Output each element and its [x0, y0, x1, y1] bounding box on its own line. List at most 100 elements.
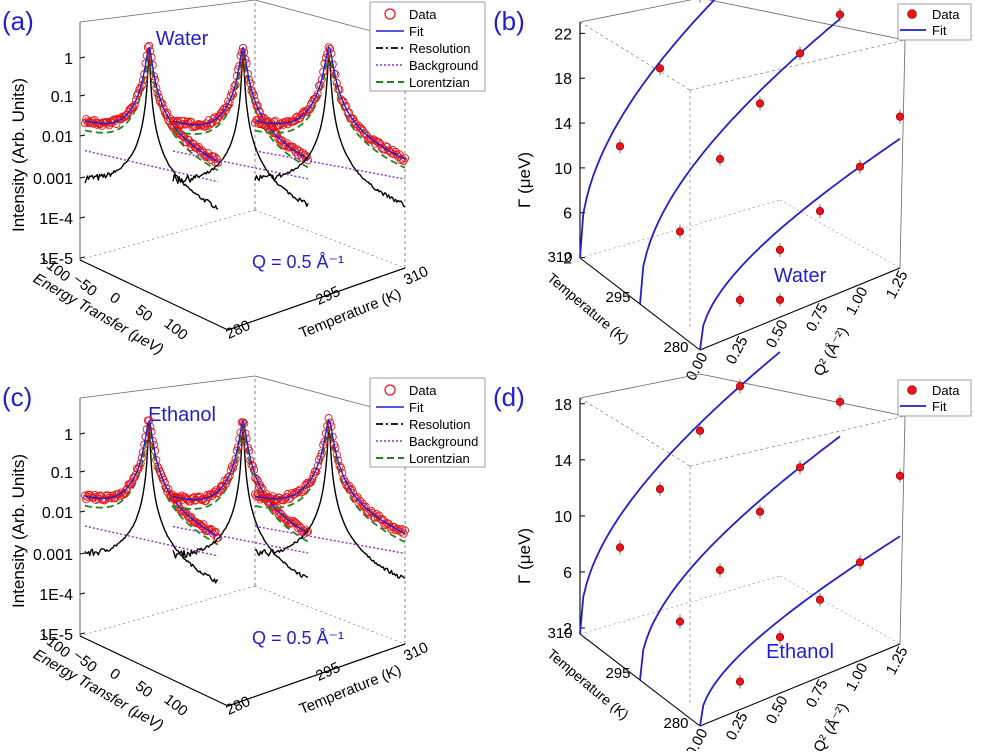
data-point	[122, 486, 131, 495]
series-310K	[579, 0, 716, 259]
y-tick-label: 14	[554, 116, 572, 133]
data-point	[305, 105, 314, 114]
data-point	[354, 121, 363, 130]
panel-label: (d)	[493, 382, 525, 412]
resolution-line	[254, 426, 406, 579]
data-point	[257, 483, 266, 492]
data-point	[304, 479, 313, 489]
legend-box	[369, 1, 486, 92]
y-tick-mark	[79, 94, 86, 97]
legend-data-marker	[907, 385, 917, 395]
data-point	[755, 507, 765, 516]
energy-tick-label: 0	[106, 289, 123, 308]
data-point	[392, 150, 401, 159]
data-point	[194, 493, 203, 502]
data-point	[157, 470, 166, 479]
resolution-line	[84, 424, 219, 584]
frame-edge	[699, 373, 906, 417]
temperature-tick-label: 310	[547, 249, 572, 266]
series-280K	[699, 468, 905, 727]
q-label: Q = 0.5 Å⁻¹	[252, 628, 344, 648]
data-point	[226, 466, 235, 475]
sample-label: Water	[774, 265, 827, 287]
data-point	[195, 519, 204, 529]
panel-label: (b)	[493, 6, 525, 36]
legend-label: Fit	[409, 400, 424, 415]
background-line	[254, 150, 406, 180]
data-point	[675, 617, 685, 626]
data-point	[308, 97, 317, 106]
temperature-tick-label: 280	[663, 339, 688, 356]
y-tick-label: 0.1	[51, 89, 73, 106]
panel-label: (c)	[2, 382, 32, 412]
data-point	[283, 120, 292, 129]
sample-label: Water	[156, 28, 209, 50]
y-axis-label: Γ (μeV)	[515, 152, 534, 208]
data-point	[183, 511, 192, 521]
legend: Data Fit Resolution Background Lorentzian	[369, 1, 486, 92]
data-point	[735, 295, 745, 305]
data-point	[269, 502, 278, 511]
data-point	[325, 44, 335, 53]
temperature-axis-label: Temperature (K)	[544, 646, 632, 723]
data-point	[131, 470, 140, 479]
data-point	[161, 110, 171, 119]
temperature-tick-label: 280	[223, 317, 253, 343]
data-point	[130, 101, 139, 110]
frame-edge	[254, 209, 406, 269]
y-tick-mark	[79, 56, 86, 59]
legend-label: Fit	[409, 24, 424, 39]
data-point	[280, 514, 289, 523]
y-tick-mark	[79, 470, 86, 473]
data-point	[795, 463, 805, 472]
y-tick-label: 10	[554, 509, 572, 526]
panel-label: (a)	[2, 6, 34, 36]
lorentzian-line	[172, 427, 309, 543]
legend-label: Fit	[932, 23, 947, 38]
data-point	[253, 476, 262, 485]
data-point	[355, 496, 365, 505]
data-point	[735, 677, 745, 686]
temperature-tick-label: 295	[313, 659, 343, 685]
data-point	[128, 102, 137, 111]
data-point	[354, 498, 363, 507]
panel-a: (a) 1 0.1 0.01 0.001 1E-4 1E-5 Intensity (Arb. …	[2, 0, 486, 358]
y-tick-label: 18	[554, 397, 572, 414]
legend-data-marker	[907, 9, 917, 19]
series-310K	[579, 292, 785, 635]
data-point	[252, 475, 261, 484]
legend-label: Data	[932, 383, 960, 398]
data-point	[238, 43, 248, 52]
temperature-axis-label: Temperature (K)	[544, 270, 632, 347]
y-tick-mark	[79, 134, 86, 137]
data-point	[253, 116, 262, 125]
y-tick-mark	[79, 216, 86, 219]
data-point	[815, 595, 825, 604]
data-point	[289, 490, 298, 499]
panel-b: (b) 2 6 10 14 18 22 Γ (μeV) 280 295 310 Temperature…	[493, 0, 972, 384]
spectrum-280K	[80, 416, 223, 584]
series-280K	[699, 109, 905, 351]
data-point	[855, 558, 865, 567]
y-tick-label: 6	[563, 206, 572, 223]
temperature-tick-label: 295	[605, 665, 630, 682]
energy-tick-label: 100	[161, 315, 191, 344]
data-point	[158, 473, 167, 482]
fit-curve	[639, 435, 841, 681]
energy-tick-label: 50	[132, 678, 156, 702]
legend-data-marker	[384, 384, 396, 396]
data-point	[695, 426, 705, 435]
y-tick-mark	[79, 510, 86, 513]
data-point	[835, 397, 845, 406]
data-point	[335, 461, 344, 470]
temperature-tick-label: 280	[223, 693, 253, 719]
lorentzian-line	[172, 54, 309, 169]
y-tick-label: 1E-5	[39, 251, 73, 268]
frame-edge	[689, 415, 906, 467]
data-point	[219, 482, 228, 491]
data-point	[615, 142, 625, 151]
data-point	[675, 227, 685, 236]
data-point	[368, 508, 377, 517]
y-tick-label: 2	[563, 251, 572, 268]
data-point	[308, 475, 317, 484]
